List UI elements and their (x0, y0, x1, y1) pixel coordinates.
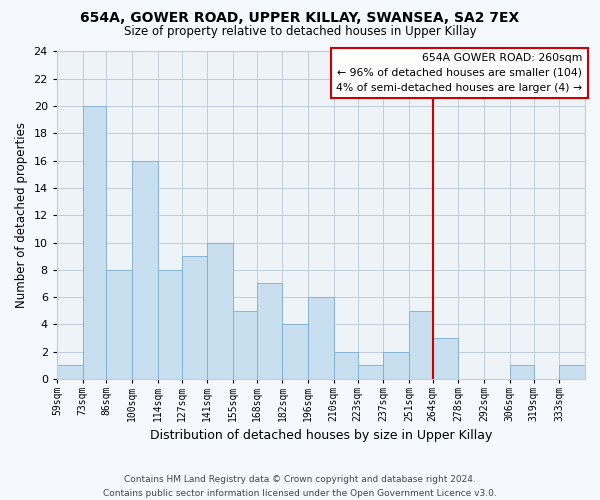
Bar (83, 106, 106, 379)
Text: Size of property relative to detached houses in Upper Killay: Size of property relative to detached ho… (124, 25, 476, 38)
Bar (283, 324, 308, 379)
Bar (233, 310, 257, 379)
Bar (510, 366, 533, 379)
Bar (57, 366, 83, 379)
Bar (182, 256, 207, 379)
Bar (334, 352, 358, 379)
Y-axis label: Number of detached properties: Number of detached properties (15, 122, 28, 308)
Bar (257, 284, 283, 379)
Text: 654A GOWER ROAD: 260sqm
← 96% of detached houses are smaller (104)
4% of semi-de: 654A GOWER ROAD: 260sqm ← 96% of detache… (336, 53, 583, 92)
Bar (559, 366, 585, 379)
X-axis label: Distribution of detached houses by size in Upper Killay: Distribution of detached houses by size … (150, 430, 492, 442)
Bar (158, 270, 182, 379)
Bar (308, 297, 334, 379)
Bar (433, 338, 458, 379)
Bar (383, 352, 409, 379)
Text: Contains HM Land Registry data © Crown copyright and database right 2024.
Contai: Contains HM Land Registry data © Crown c… (103, 476, 497, 498)
Bar (106, 270, 132, 379)
Bar (132, 160, 158, 379)
Text: 654A, GOWER ROAD, UPPER KILLAY, SWANSEA, SA2 7EX: 654A, GOWER ROAD, UPPER KILLAY, SWANSEA,… (80, 11, 520, 25)
Bar (409, 310, 433, 379)
Bar (358, 366, 383, 379)
Bar (207, 242, 233, 379)
